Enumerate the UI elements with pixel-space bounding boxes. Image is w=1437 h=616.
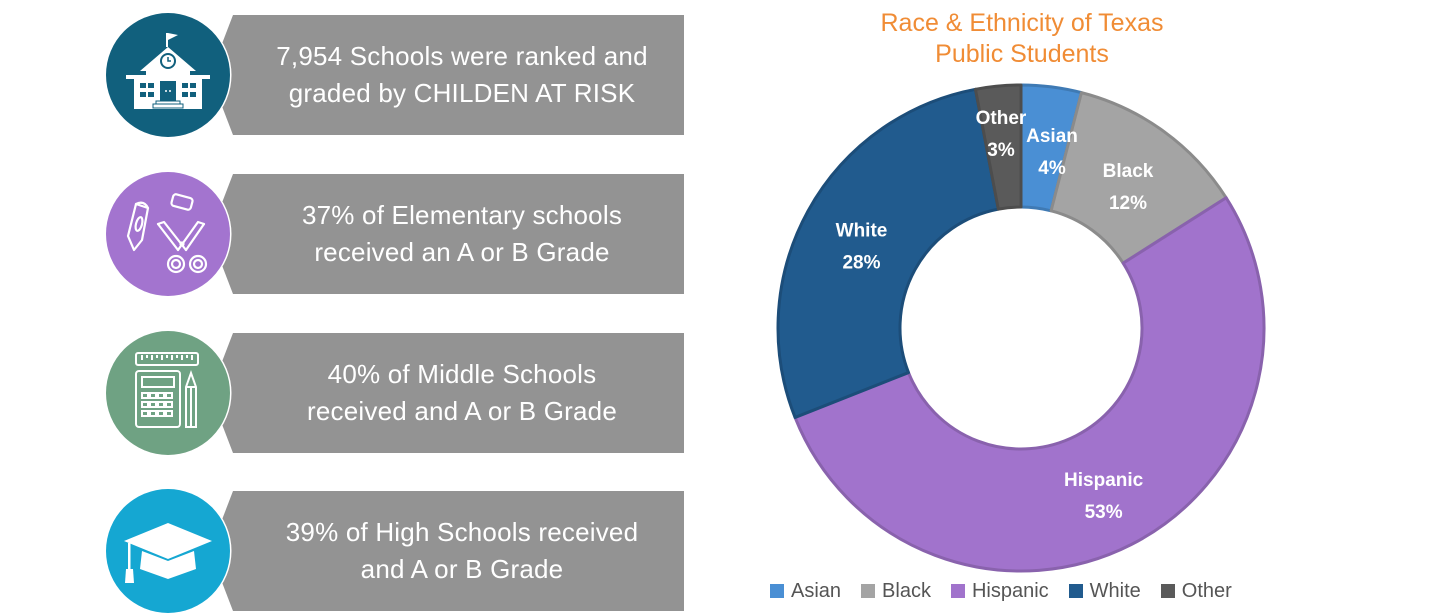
crayon-scissors-icon [106, 172, 230, 296]
data-label-percent: 12% [1109, 193, 1147, 214]
stat-text-line: received an A or B Grade [314, 237, 610, 267]
data-label-percent: 28% [842, 252, 880, 273]
stat-card-high: 39% of High Schools received and A or B G… [0, 489, 700, 613]
legend-item-white: White [1068, 579, 1141, 603]
stat-text-line: graded by CHILDEN AT RISK [288, 78, 636, 108]
school-building-icon [106, 13, 230, 137]
data-label-category: White [836, 220, 888, 241]
stat-text-line: 40% of Middle Schools [327, 359, 597, 389]
data-label-category: Hispanic [1064, 470, 1144, 491]
stat-text-line: 7,954 Schools were ranked and [276, 41, 648, 71]
legend-swatch [1160, 584, 1175, 598]
data-label-category: Black [1103, 161, 1154, 182]
legend-item-black: Black [861, 580, 931, 603]
stat-text: 39% of High Schools received and A or B G… [248, 491, 676, 611]
chart-legend: Asian Black Hispanic White Other [770, 578, 1252, 604]
stat-banner: 7,954 Schools were ranked and graded by C… [210, 15, 684, 135]
donut-slice-white [776, 87, 1000, 419]
data-label-category: Asian [1026, 126, 1078, 147]
stat-card-schools-ranked: 7,954 Schools were ranked and graded by C… [0, 13, 700, 137]
stat-text: 7,954 Schools were ranked and graded by C… [248, 15, 676, 135]
data-label-percent: 53% [1085, 502, 1123, 523]
legend-label: Black [882, 579, 931, 602]
data-label-percent: 4% [1038, 158, 1066, 179]
stat-text: 40% of Middle Schools received and A or B… [248, 333, 676, 453]
data-label-category: Other [976, 108, 1027, 129]
legend-label: Hispanic [971, 579, 1049, 602]
legend-label: Other [1181, 579, 1232, 602]
legend-item-asian: Asian [770, 580, 841, 603]
stat-banner: 40% of Middle Schools received and A or B… [210, 333, 684, 453]
stat-card-elementary: 37% of Elementary schools received an A o… [0, 172, 700, 296]
donut-slice-hispanic [793, 196, 1266, 573]
chart-title-line: Public Students [935, 40, 1109, 68]
data-label-percent: 3% [987, 140, 1015, 161]
donut-slice-black [1049, 91, 1228, 265]
stat-card-middle: 40% of Middle Schools received and A or B… [0, 331, 700, 455]
stat-text-line: 37% of Elementary schools [301, 200, 623, 230]
legend-swatch [1068, 584, 1083, 598]
legend-label: Asian [791, 579, 842, 602]
graduation-cap-icon [106, 489, 230, 613]
chart-title-line: Race & Ethnicity of Texas [880, 9, 1164, 37]
stat-text-line: and A or B Grade [360, 554, 564, 584]
stat-banner: 39% of High Schools received and A or B G… [210, 491, 684, 611]
legend-item-hispanic: Hispanic [950, 579, 1049, 603]
calculator-ruler-icon [106, 331, 230, 455]
legend-swatch [950, 584, 965, 598]
stat-text: 37% of Elementary schools received an A o… [248, 174, 676, 294]
stat-text-line: 39% of High Schools received [285, 517, 639, 547]
stat-banner: 37% of Elementary schools received an A o… [210, 174, 684, 294]
legend-swatch [861, 584, 876, 598]
legend-item-other: Other [1160, 579, 1232, 603]
stat-text-line: received and A or B Grade [307, 396, 617, 426]
legend-swatch [770, 584, 784, 598]
donut-slice-other [973, 83, 1023, 211]
legend-label: White [1089, 579, 1141, 602]
chart-title: Race & Ethnicity of Texas Public Student… [800, 8, 1244, 70]
